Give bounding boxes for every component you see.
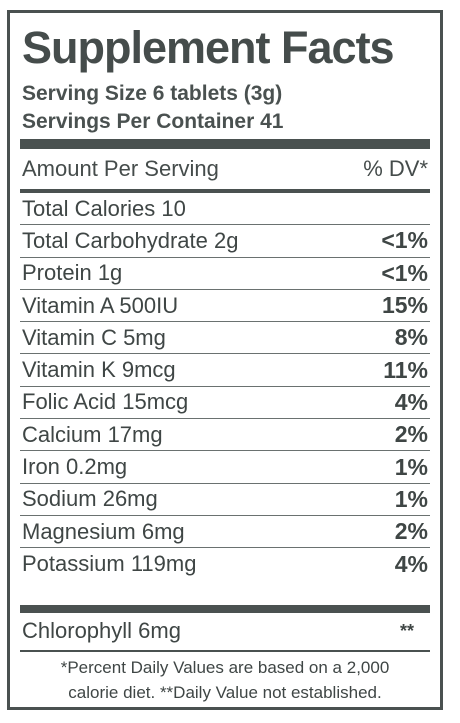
chlorophyll-dv: ** [399, 620, 414, 641]
nutrient-dv: <1% [381, 227, 428, 254]
nutrient-name: Folic Acid 15mcg [22, 389, 189, 415]
footnote-line-2: calorie diet. **Daily Value not establis… [68, 683, 382, 702]
nutrient-name: Total Calories 10 [22, 195, 186, 221]
nutrient-dv: 1% [394, 453, 428, 480]
footnote-line-1: *Percent Daily Values are based on a 2,0… [60, 658, 390, 677]
footnote: *Percent Daily Values are based on a 2,0… [20, 655, 430, 705]
nutrient-row: Iron 0.2mg 1% [20, 451, 430, 484]
chlorophyll-name: Chlorophyll 6mg [22, 618, 181, 643]
nutrient-row: Total Calories 10 [20, 193, 430, 226]
nutrient-row: Protein 1g <1% [20, 258, 430, 290]
nutrient-dv: 8% [394, 324, 428, 351]
nutrient-row: Magnesium 6mg 2% [20, 516, 430, 549]
nutrient-row: Sodium 26mg 1% [20, 484, 430, 516]
nutrient-dv: 1% [394, 485, 428, 512]
column-header: Amount Per Serving % DV* [22, 151, 428, 187]
nutrient-row: Total Carbohydrate 2g <1% [20, 225, 430, 258]
nutrient-name: Vitamin K 9mcg [22, 357, 176, 383]
thick-divider-bottom [20, 605, 430, 613]
amount-per-serving-label: Amount Per Serving [22, 156, 219, 181]
servings-per-container: Servings Per Container 41 [22, 110, 284, 133]
nutrient-name: Potassium 119mg [22, 551, 197, 577]
nutrient-row: Vitamin C 5mg 8% [20, 322, 430, 355]
nutrient-name: Total Carbohydrate 2g [22, 227, 239, 253]
nutrient-name: Vitamin A 500IU [22, 292, 179, 318]
serving-size: Serving Size 6 tablets (3g) [22, 82, 283, 105]
nutrient-row: Folic Acid 15mcg 4% [20, 387, 430, 420]
panel-title: Supplement Facts [22, 22, 395, 73]
chlorophyll-row: Chlorophyll 6mg ** [22, 614, 428, 648]
nutrient-row: Calcium 17mg 2% [20, 419, 430, 452]
nutrient-dv: 4% [394, 388, 428, 415]
nutrient-name: Calcium 17mg [22, 421, 163, 447]
nutrient-row: Potassium 119mg 4% [20, 548, 430, 580]
nutrient-dv: 4% [394, 550, 428, 577]
nutrient-name: Iron 0.2mg [22, 454, 128, 480]
nutrient-dv: 2% [394, 421, 428, 448]
nutrient-dv: 11% [383, 356, 428, 383]
nutrient-dv: <1% [381, 259, 428, 286]
nutrient-list: Total Calories 10 Total Carbohydrate 2g <… [20, 193, 430, 581]
thick-divider-top [20, 139, 430, 149]
nutrient-dv: 15% [381, 292, 428, 319]
nutrient-row: Vitamin A 500IU 15% [20, 290, 430, 323]
nutrient-dv: 2% [394, 518, 428, 545]
nutrient-name: Magnesium 6mg [22, 518, 185, 544]
header-divider [20, 189, 430, 193]
dv-label: % DV* [363, 156, 428, 181]
nutrient-row: Vitamin K 9mcg 11% [20, 354, 430, 387]
supplement-facts-panel: Supplement Facts Serving Size 6 tablets … [7, 10, 443, 710]
nutrient-name: Sodium 26mg [22, 486, 158, 512]
nutrient-name: Protein 1g [22, 260, 123, 286]
footnote-divider [20, 650, 430, 652]
nutrient-name: Vitamin C 5mg [22, 324, 166, 350]
